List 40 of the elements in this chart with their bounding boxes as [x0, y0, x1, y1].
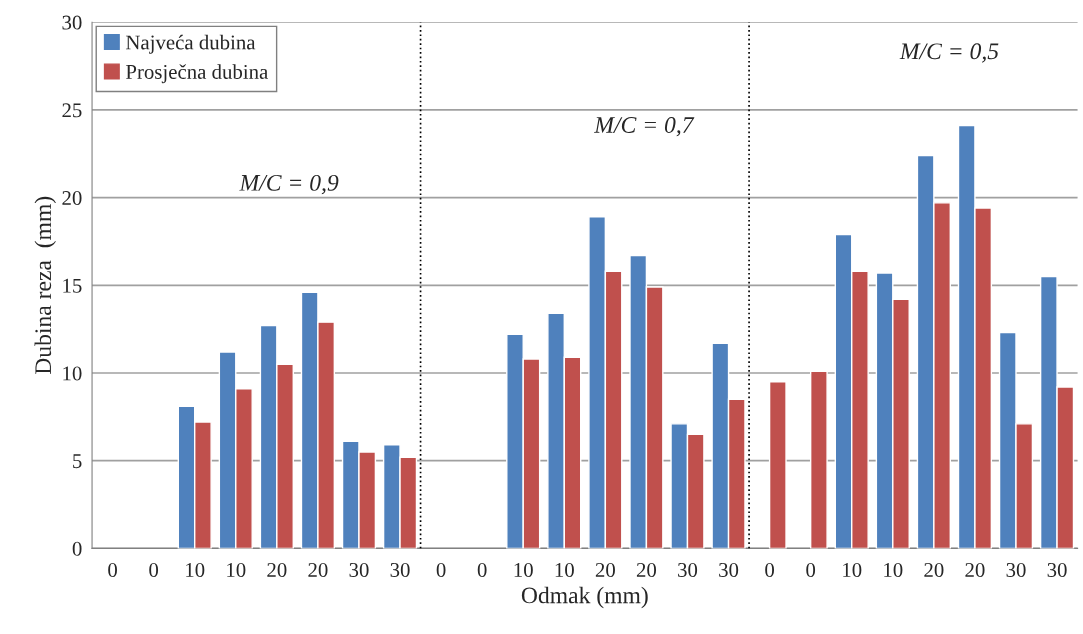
annotation: M/C = 0,7 [594, 116, 695, 137]
y-tick-label: 0 [72, 541, 82, 556]
bar [809, 370, 828, 549]
annotation: M/C = 0,9 [239, 174, 339, 195]
x-tick-label: 10 [555, 562, 574, 577]
legend-label: Najveća dubina [125, 34, 256, 54]
x-tick-label: 10 [884, 562, 903, 577]
x-tick-label: 30 [390, 562, 410, 577]
y-tick-label: 30 [62, 15, 82, 30]
x-tick-label: 10 [186, 562, 205, 577]
y-tick-label: 10 [63, 366, 82, 381]
x-tick-label: 20 [267, 562, 287, 577]
x-tick-label: 30 [1006, 562, 1026, 577]
y-tick-label: 5 [73, 454, 82, 469]
y-tick-label: 20 [62, 190, 82, 206]
bar [768, 381, 787, 549]
x-tick-label: 30 [678, 562, 698, 577]
x-tick-label: 0 [149, 562, 159, 577]
x-tick-label: 20 [636, 562, 657, 577]
legend-label: Prosječna dubina [125, 64, 269, 84]
x-tick-label: 0 [108, 562, 117, 577]
x-tick-label: 10 [227, 562, 246, 577]
y-tick-label: 15 [63, 278, 82, 293]
x-tick-label: 20 [924, 562, 944, 577]
x-tick-label: 30 [719, 562, 739, 577]
x-tick-label: 30 [349, 562, 369, 577]
x-tick-label: 20 [965, 562, 985, 577]
x-tick-label: 20 [595, 562, 615, 577]
x-axis-title: Odmak (mm) [521, 586, 648, 609]
x-tick-label: 0 [765, 562, 775, 577]
x-tick-label: 20 [308, 562, 328, 577]
annotation: M/C = 0,5 [899, 43, 999, 63]
y-axis-title: Dubina reza (mm) [34, 196, 56, 375]
x-tick-label: 0 [477, 562, 487, 577]
x-tick-label: 10 [514, 562, 533, 577]
x-tick-label: 0 [806, 562, 816, 577]
x-tick-label: 30 [1047, 562, 1067, 577]
x-tick-label: 10 [843, 562, 862, 577]
x-tick-label: 0 [436, 562, 446, 577]
y-tick-label: 25 [62, 103, 82, 118]
